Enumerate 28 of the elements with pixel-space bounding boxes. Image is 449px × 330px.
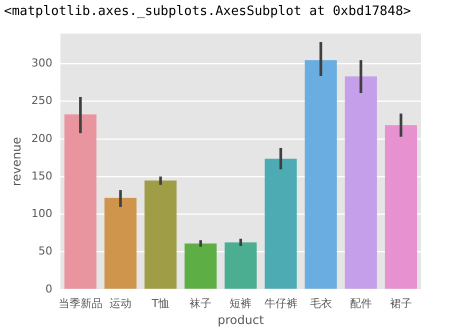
x-tick-label: 牛仔裤 [264,296,298,310]
x-tick-label: 袜子 [190,296,212,310]
x-tick-label: T恤 [150,296,170,310]
y-tick-label: 100 [31,207,52,220]
y-tick-label: 300 [31,56,52,70]
y-axis-title: revenue [9,136,24,186]
y-tick-label: 150 [31,169,52,182]
bar [384,125,417,289]
x-tick-label: 毛衣 [310,296,332,310]
text: <matplotlib.axes._subplots.AxesSubplot at 0xbd17848> [3,3,412,21]
y-tick-label: 250 [31,94,52,108]
bar [64,114,96,289]
x-tick-label: 当季新品 [58,296,102,310]
bar [104,198,137,289]
bar [344,76,377,289]
bar [304,60,337,289]
y-tick-label: 0 [45,282,52,296]
x-axis-title: product [218,312,264,327]
x-tick-label: 运动 [109,296,132,310]
x-tick-label: 配件 [350,296,372,310]
x-tick-label: 裙子 [390,296,412,310]
bar [144,180,177,289]
x-tick-label: 短裤 [230,296,252,310]
y-tick-label: 50 [38,244,52,258]
bar [264,158,297,289]
bar [184,244,217,289]
bar [224,242,257,289]
y-tick-label: 200 [31,132,52,145]
